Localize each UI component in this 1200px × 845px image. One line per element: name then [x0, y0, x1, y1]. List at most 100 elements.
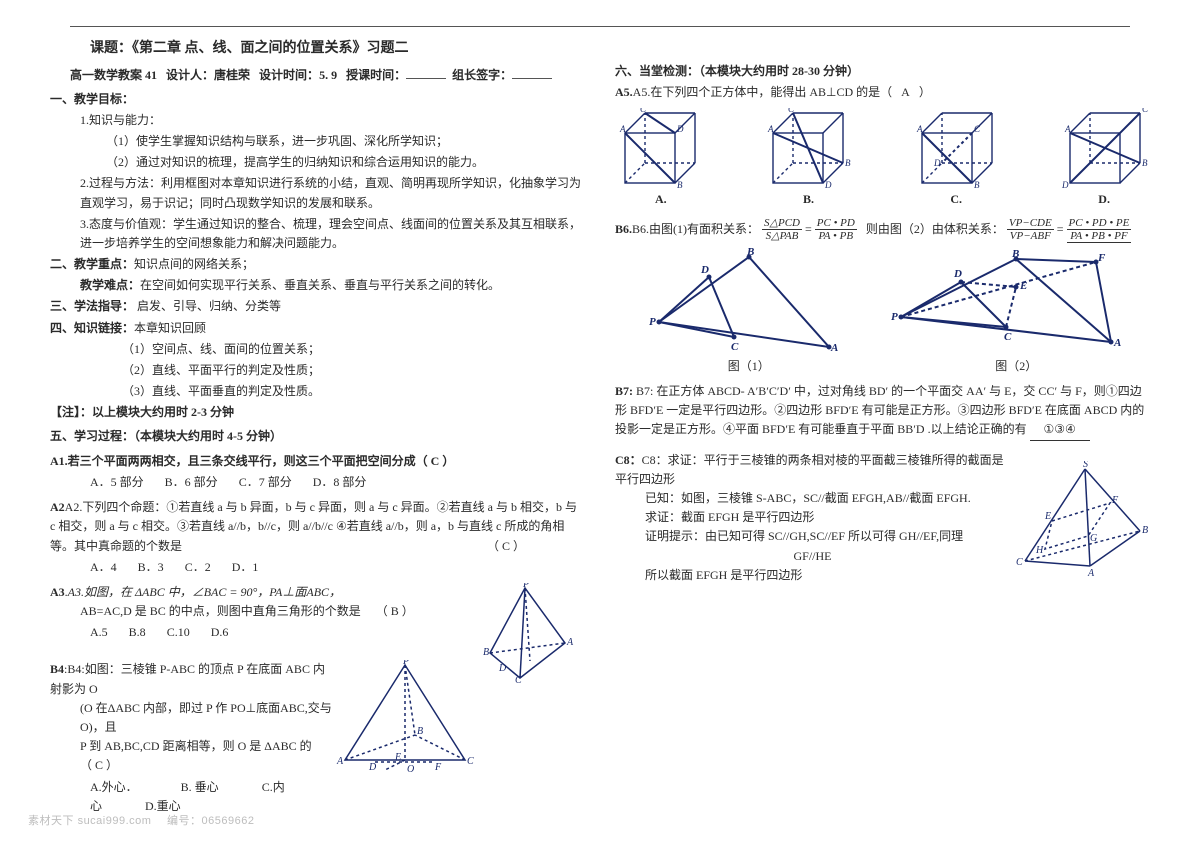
- svg-text:B: B: [974, 180, 980, 188]
- b4-ans: （ C ）: [80, 758, 118, 772]
- s2-head: 二、教学重点：: [50, 257, 134, 271]
- a3-opt-b: B.8: [129, 625, 146, 639]
- section-2: 二、教学重点：知识点间的网络关系；: [50, 255, 585, 274]
- wm-id: 06569662: [202, 815, 255, 827]
- s2-diff: 在空间如何实现平行关系、垂直关系、垂直与平行关系之间的转化。: [140, 278, 500, 292]
- svg-text:B: B: [1011, 248, 1019, 260]
- fig1-cap: 图（1）: [728, 357, 770, 376]
- svg-text:E: E: [1044, 511, 1051, 522]
- section-5-head: 五、学习过程：（本模块大约用时 4-5 分钟）: [50, 427, 585, 446]
- a1-opt-a: A．5 部分: [90, 475, 144, 489]
- svg-text:C: C: [1004, 331, 1012, 343]
- svg-text:D: D: [676, 124, 684, 134]
- svg-text:A: A: [830, 342, 838, 354]
- a1-opt-b: B．6 部分: [165, 475, 218, 489]
- svg-text:A: A: [619, 124, 626, 134]
- c8-line5: GF//HE: [615, 547, 1010, 566]
- svg-text:A: A: [1113, 337, 1121, 349]
- svg-text:D: D: [824, 180, 832, 188]
- svg-text:F: F: [1111, 495, 1119, 506]
- s4-1: （1）空间点、线、面间的位置关系；: [122, 340, 585, 359]
- svg-text:C: C: [974, 124, 981, 134]
- s1-3: 3.态度与价值观：学生通过知识的整合、梳理，理会空间点、线面间的位置关系及其互相…: [80, 215, 585, 253]
- b6-fig2: PBA FDCE: [886, 247, 1126, 357]
- svg-text:O: O: [407, 764, 414, 775]
- a1-opt-d: D．8 部分: [313, 475, 367, 489]
- s2-body: 知识点间的网络关系；: [134, 257, 254, 271]
- top-rule: [70, 26, 1130, 27]
- question-c8: SCAB EFGH C8：C8：求证：平行于三棱锥的两条相对棱的平面截三棱锥所得…: [615, 451, 1150, 585]
- blank-leader: [512, 67, 552, 79]
- svg-text:D: D: [953, 268, 962, 280]
- design-time: 5. 9: [319, 68, 337, 82]
- cube-a: AB CD: [615, 108, 705, 188]
- svg-text:P: P: [402, 660, 409, 667]
- a2-options: A．4 B．3 C．2 D．1: [90, 558, 585, 577]
- a3-figure: PB CA D: [475, 583, 585, 683]
- cube-labels: A. B. C. D.: [615, 190, 1150, 209]
- wm-site2: sucai999.com: [78, 815, 152, 827]
- right-column: 六、当堂检测：（本模块大约用时 28-30 分钟） A5.A5.在下列四个正方体…: [615, 30, 1150, 816]
- b4-opt-b: B. 垂心: [181, 780, 219, 794]
- frac-4: PC • PD • PEPA • PB • PF: [1067, 217, 1132, 243]
- s4-body: 本章知识回顾: [134, 321, 206, 335]
- b6-figures: PBA DC: [615, 247, 1150, 357]
- svg-text:D: D: [700, 264, 709, 276]
- s4-2: （2）直线、平面平行的判定及性质；: [122, 361, 585, 380]
- svg-text:S: S: [1083, 461, 1088, 470]
- wm-label: 编号：: [167, 815, 202, 827]
- designer: 唐桂荣: [214, 68, 250, 82]
- section-1-head: 一、教学目标：: [50, 90, 585, 109]
- sub-header: 高一数学教案 41 设计人：唐桂荣 设计时间：5. 9 授课时间： 组长签字：: [70, 66, 585, 85]
- doc-title: 课题：《第二章 点、线、面之间的位置关系》习题二: [90, 38, 585, 60]
- question-b7: B7: B7: 在正方体 ABCD- A′B′C′D′ 中，过对角线 BD′ 的…: [615, 382, 1150, 441]
- cube-row: A B C D A B C D: [615, 108, 1150, 188]
- svg-text:B: B: [1142, 525, 1148, 536]
- b7-answer: ①③④: [1030, 420, 1090, 440]
- b4-line2: (O 在ΔABC 内部，即过 P 作 PO⊥底面ABC,交与 O)，且: [80, 699, 585, 737]
- design-time-label: 设计时间：: [259, 68, 319, 82]
- svg-text:D: D: [498, 663, 507, 674]
- s1-2: 2.过程与方法：利用框图对本章知识进行系统的小结，直观、简明再现所学知识，化抽象…: [80, 174, 585, 212]
- s1-1b: （2）通过对知识的梳理，提高学生的归纳知识和综合运用知识的能力。: [106, 153, 585, 172]
- svg-text:C: C: [788, 108, 795, 114]
- svg-text:E: E: [394, 752, 401, 763]
- s4-3: （3）直线、平面垂直的判定及性质。: [122, 382, 585, 401]
- left-column: 课题：《第二章 点、线、面之间的位置关系》习题二 高一数学教案 41 设计人：唐…: [50, 30, 585, 816]
- b6-captions: 图（1） 图（2）: [615, 357, 1150, 376]
- svg-text:A: A: [916, 124, 923, 134]
- a3-opt-a: A.5: [90, 625, 108, 639]
- page-container: 课题：《第二章 点、线、面之间的位置关系》习题二 高一数学教案 41 设计人：唐…: [0, 0, 1200, 826]
- svg-text:P: P: [522, 583, 529, 590]
- designer-label: 设计人：: [166, 68, 214, 82]
- svg-text:C: C: [640, 108, 647, 114]
- wm-site1: 素材天下: [28, 815, 74, 827]
- frac-2: PC • PDPA • PB: [815, 217, 857, 242]
- svg-text:C: C: [1142, 108, 1149, 114]
- svg-text:D: D: [933, 158, 941, 168]
- watermark: 素材天下 sucai999.com 编号：06569662: [28, 813, 254, 831]
- svg-text:C: C: [515, 675, 522, 683]
- note: 【注】：以上模块大约用时 2-3 分钟: [50, 403, 585, 422]
- s1-1: 1.知识与能力：: [80, 111, 585, 130]
- s3-body: 启发、引导、归纳、分类等: [137, 299, 281, 313]
- b4-options: A.外心． B. 垂心 C.内心 D.重心: [90, 778, 585, 816]
- svg-text:B: B: [845, 158, 851, 168]
- question-a1: A1.若三个平面两两相交，且三条交线平行，则这三个平面把空间分成（ C ） A．…: [50, 452, 585, 492]
- cube-b: AB CD: [763, 108, 853, 188]
- a3-opt-c: C.10: [167, 625, 190, 639]
- section-4: 四、知识链接：本章知识回顾: [50, 319, 585, 338]
- label-c: C.: [950, 190, 962, 209]
- course-id: 高一数学教案 41: [70, 68, 157, 82]
- a2-opt-a: A．4: [90, 560, 117, 574]
- b4-opt-a: A.外心．: [90, 780, 138, 794]
- question-a2: A2A2.下列四个命题：①若直线 a 与 b 异面，b 与 c 异面，则 a 与…: [50, 498, 585, 577]
- b4-figure: PA CB OD EF: [335, 660, 475, 780]
- question-a3: PB CA D A3.A3.如图，在 ΔABC 中，∠BAC = 90°，PA⊥…: [50, 583, 585, 643]
- svg-text:B: B: [417, 726, 423, 737]
- a5-ans: A: [901, 85, 910, 99]
- question-a5: A5.A5.在下列四个正方体中，能得出 AB⊥CD 的是（ A ）: [615, 83, 1150, 102]
- a2-ans: （ C ）: [487, 537, 525, 556]
- frac-3: VP−CDEVP−ABF: [1007, 217, 1054, 242]
- question-b4: PA CB OD EF B4:B4:如图：三棱锥 P-ABC 的顶点 P 在底面…: [50, 660, 585, 816]
